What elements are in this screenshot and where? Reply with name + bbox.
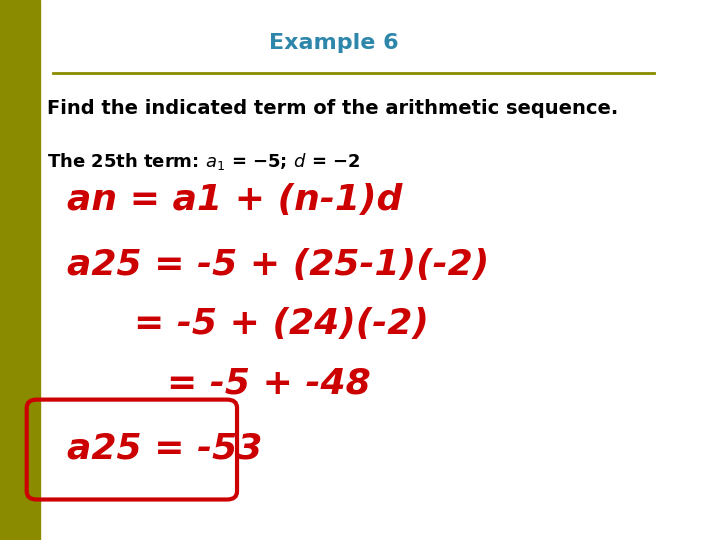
Text: Find the indicated term of the arithmetic sequence.: Find the indicated term of the arithmeti…	[47, 98, 618, 118]
Text: an = a1 + (n-1)d: an = a1 + (n-1)d	[67, 183, 402, 217]
Text: Example 6: Example 6	[269, 33, 399, 53]
Text: The 25th term: $a_1$ = −5; $d$ = −2: The 25th term: $a_1$ = −5; $d$ = −2	[47, 152, 360, 172]
Text: = -5 + (24)(-2): = -5 + (24)(-2)	[133, 307, 428, 341]
Text: a25 = -5 + (25-1)(-2): a25 = -5 + (25-1)(-2)	[67, 248, 489, 281]
Text: a25 = -53: a25 = -53	[67, 431, 262, 465]
Text: = -5 + -48: = -5 + -48	[167, 367, 371, 400]
